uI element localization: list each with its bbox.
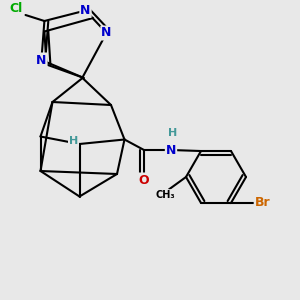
Text: N: N [36,53,46,67]
Text: N: N [101,26,112,40]
Text: Cl: Cl [10,2,23,16]
Text: H: H [69,136,78,146]
Text: CH₃: CH₃ [155,190,175,200]
Text: H: H [168,128,177,139]
Text: N: N [166,143,176,157]
Text: N: N [80,4,91,17]
Text: Br: Br [255,196,270,209]
Text: O: O [139,173,149,187]
